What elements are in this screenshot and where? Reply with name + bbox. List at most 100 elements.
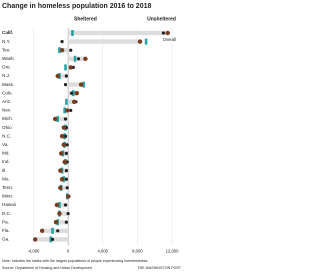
category-label: Ore. xyxy=(2,65,11,70)
overall-dot xyxy=(32,237,38,242)
overall-dot xyxy=(58,185,63,190)
category-label: Va. xyxy=(2,142,9,147)
sheltered-mark xyxy=(56,116,60,122)
overall-dot xyxy=(74,91,79,96)
x-tick-label: -4,000 xyxy=(28,249,41,254)
unsheltered-dot xyxy=(64,151,68,155)
unsheltered-dot xyxy=(64,177,68,181)
category-label: Ga. xyxy=(2,237,9,242)
sheltered-mark xyxy=(72,90,75,97)
category-label: Minn. xyxy=(2,194,13,199)
sheltered-mark xyxy=(58,202,61,208)
credit: THE WASHINGTON POST xyxy=(137,266,181,270)
unsheltered-dot xyxy=(65,186,69,190)
category-label: Ariz. xyxy=(2,99,11,104)
category-label: Fla. xyxy=(2,228,10,233)
category-label: N.Y. xyxy=(2,39,10,44)
legend-label: Overall xyxy=(163,37,176,42)
overall-dot xyxy=(65,194,71,199)
sheltered-mark xyxy=(144,38,148,45)
sheltered-mark xyxy=(71,30,74,36)
overall-dot xyxy=(57,211,62,216)
unsheltered-dot xyxy=(76,57,81,61)
overall-dot xyxy=(59,134,65,139)
overall-dot xyxy=(54,202,60,208)
overall-bar xyxy=(61,151,69,156)
x-tick-label: 8,000 xyxy=(132,249,143,254)
category-label: Mich. xyxy=(2,116,13,121)
unsheltered-dot xyxy=(161,31,166,35)
unsheltered-dot xyxy=(63,134,68,138)
category-label: Mass. xyxy=(2,82,14,87)
overall-bar xyxy=(68,39,141,44)
overall-bar xyxy=(68,82,82,87)
overall-dot xyxy=(78,82,84,87)
category-label: N.C. xyxy=(2,133,11,138)
overall-bar xyxy=(56,202,69,208)
overall-dot xyxy=(62,159,67,165)
overall-dot xyxy=(58,168,63,173)
overall-bar xyxy=(57,73,69,79)
overall-bar xyxy=(55,220,69,225)
category-label: D.C. xyxy=(2,211,11,216)
unsheltered-dot xyxy=(64,220,68,224)
category-label: Ohio xyxy=(2,125,12,130)
category-label: Ill. xyxy=(2,168,7,173)
overall-bar xyxy=(68,30,168,36)
unsheltered-dot xyxy=(69,91,74,95)
unsheltered-dot xyxy=(65,143,69,147)
unsheltered-dot xyxy=(69,108,73,112)
unsheltered-dot xyxy=(64,169,68,173)
category-label: Ind. xyxy=(2,159,10,164)
sheltered-mark xyxy=(51,227,54,234)
source: Source: Department of Housing and Urban … xyxy=(2,266,92,270)
x-tick-label: 0 xyxy=(67,249,70,254)
category-label: Md. xyxy=(2,151,10,156)
sheltered-mark xyxy=(49,236,53,243)
overall-dot xyxy=(137,39,143,44)
category-label: N.J. xyxy=(2,73,10,78)
overall-dot xyxy=(55,73,60,79)
overall-dot xyxy=(52,116,58,122)
overall-bar xyxy=(60,185,69,190)
unsheltered-dot xyxy=(66,212,70,216)
sheltered-mark xyxy=(64,64,67,71)
category-label: Nev. xyxy=(2,108,11,113)
unsheltered-dot xyxy=(64,74,68,78)
overall-bar xyxy=(68,99,75,104)
category-label: Calif. xyxy=(2,30,13,35)
overall-dot xyxy=(39,228,45,233)
overall-dot xyxy=(65,108,70,113)
overall-dot xyxy=(165,30,170,36)
sheltered-mark xyxy=(63,107,66,114)
x-tick-label: 4,000 xyxy=(98,249,109,254)
overall-bar xyxy=(68,56,86,61)
overall-dot xyxy=(58,151,64,156)
overall-dot xyxy=(68,65,73,70)
overall-bar xyxy=(59,211,69,216)
legend-label: Unsheltered xyxy=(147,16,176,22)
unsheltered-dot xyxy=(50,237,55,241)
category-label: Tex. xyxy=(2,47,10,52)
overall-dot xyxy=(61,125,66,130)
category-label: Colo. xyxy=(2,90,13,95)
unsheltered-dot xyxy=(63,83,68,87)
overall-dot xyxy=(59,48,65,53)
unsheltered-dot xyxy=(60,40,64,44)
category-label: Hawaii xyxy=(2,202,16,207)
unsheltered-dot xyxy=(69,48,73,52)
overall-bar xyxy=(42,228,69,233)
x-tick-label: 12,000 xyxy=(166,249,179,254)
overall-dot xyxy=(83,56,88,61)
overall-dot xyxy=(61,142,66,147)
overall-dot xyxy=(59,177,65,182)
category-label: Tenn. xyxy=(2,185,13,190)
overall-bar xyxy=(60,168,69,173)
overall-bar xyxy=(62,48,69,53)
unsheltered-dot xyxy=(63,117,68,121)
overall-bar xyxy=(55,116,69,122)
category-label: Mo. xyxy=(2,176,10,181)
overall-dot xyxy=(71,99,77,105)
category-label: Wash. xyxy=(2,56,15,61)
sheltered-mark xyxy=(73,55,77,62)
